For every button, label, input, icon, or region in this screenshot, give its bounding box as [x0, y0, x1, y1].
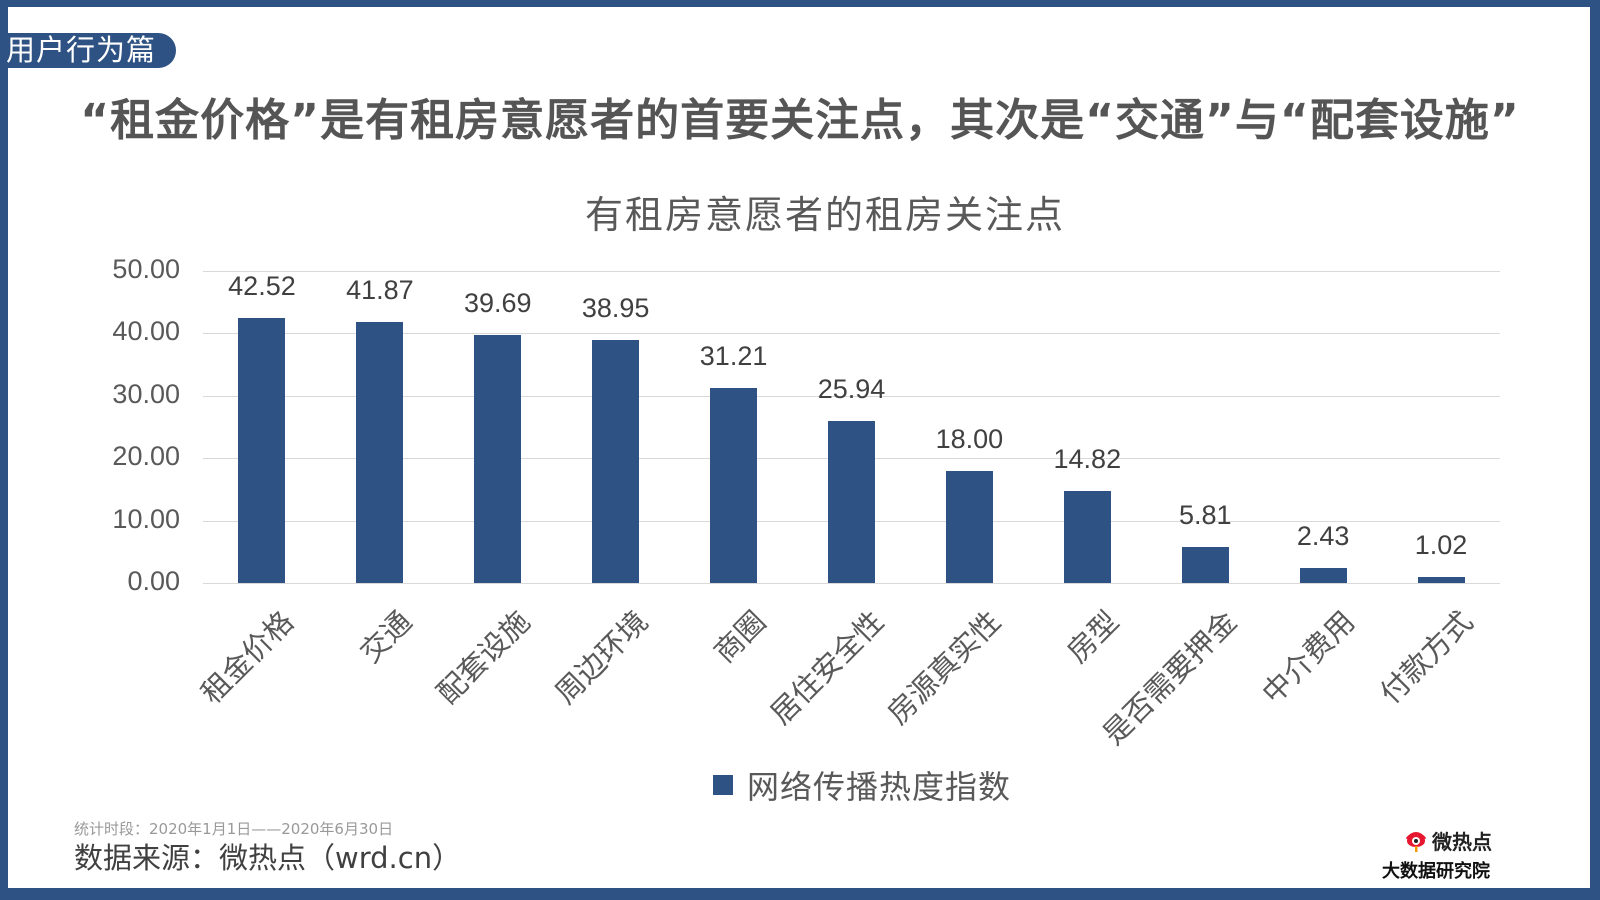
bar[interactable] — [1417, 576, 1465, 583]
x-axis-category-label: 居住安全性 — [763, 604, 890, 731]
bar-value-label: 14.82 — [1053, 443, 1122, 474]
bar-value-label: 5.81 — [1178, 499, 1232, 530]
statistics-period: 统计时段：2020年1月1日——2020年6月30日 — [74, 820, 394, 838]
bar-value-label: 41.87 — [346, 274, 414, 305]
x-axis-category-label: 周边环境 — [547, 604, 654, 711]
legend-swatch — [713, 775, 733, 795]
bar-value-label: 1.02 — [1414, 529, 1468, 560]
bar[interactable] — [828, 421, 875, 583]
x-axis-category-label: 租金价格 — [194, 604, 301, 711]
gridline — [203, 395, 1500, 397]
bar[interactable] — [1181, 546, 1229, 583]
bar[interactable] — [238, 317, 286, 583]
bar[interactable] — [1299, 567, 1347, 583]
bar-value-label: 42.52 — [228, 270, 296, 301]
bar-value-label: 18.00 — [935, 423, 1004, 454]
y-axis-tick-label: 0.00 — [127, 566, 180, 596]
x-axis-category-label: 商圈 — [706, 604, 772, 670]
gridline — [203, 583, 1500, 584]
bar[interactable] — [945, 470, 993, 583]
x-axis-category-label: 中介费用 — [1255, 604, 1362, 711]
y-axis-tick-label: 30.00 — [112, 378, 180, 409]
gridline — [203, 271, 1500, 272]
frame-right-border — [1590, 0, 1600, 900]
x-axis-category-label: 交通 — [353, 604, 419, 670]
data-source: 数据来源：微热点（wrd.cn） — [74, 841, 462, 875]
weirediandian-logo: 微热点 大数据研究院 — [1382, 826, 1554, 883]
weibo-eye-icon — [1404, 830, 1428, 852]
bar-value-label: 31.21 — [699, 341, 768, 372]
bar-value-label: 39.69 — [463, 288, 532, 319]
logo-brand-text: 微热点 — [1432, 830, 1492, 854]
bar[interactable] — [592, 339, 640, 583]
chart-legend: 网络传播热度指数 — [713, 762, 1011, 808]
frame-top-border — [0, 0, 1600, 7]
bar[interactable] — [474, 335, 522, 583]
bar[interactable] — [356, 321, 404, 583]
gridline — [203, 333, 1500, 335]
section-tag: 用户行为篇 — [0, 33, 176, 68]
bar[interactable] — [1063, 490, 1111, 583]
x-axis-category-label: 付款方式 — [1373, 604, 1480, 711]
y-axis-tick-label: 20.00 — [112, 441, 180, 472]
frame-left-border — [0, 0, 8, 900]
y-axis-tick-label: 40.00 — [112, 316, 180, 347]
bar-value-label: 25.94 — [817, 374, 886, 405]
x-axis-category-label: 房型 — [1060, 604, 1126, 670]
bar-value-label: 2.43 — [1296, 520, 1350, 551]
x-axis-category-label: 配套设施 — [429, 604, 537, 711]
x-axis-category-label: 房源真实性 — [881, 604, 1008, 731]
frame-bottom-border — [0, 888, 1600, 900]
bar-value-label: 38.95 — [581, 292, 650, 323]
legend-label: 网络传播热度指数 — [747, 768, 1012, 806]
y-axis-tick-label: 50.00 — [112, 254, 180, 284]
y-axis-tick-label: 10.00 — [112, 503, 180, 534]
bar[interactable] — [710, 388, 758, 583]
chart-title: 有租房意愿者的租房关注点 — [584, 193, 1065, 237]
page-title: “租金价格”是有租房意愿者的首要关注点，其次是“交通”与“配套设施” — [80, 95, 1520, 146]
logo-subtitle: 大数据研究院 — [1382, 861, 1490, 882]
